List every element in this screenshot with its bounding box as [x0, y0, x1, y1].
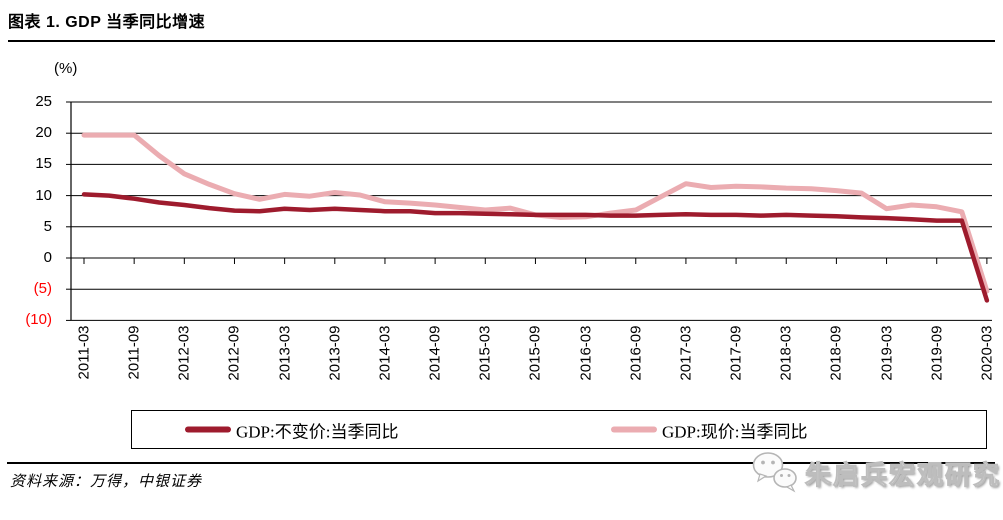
x-axis-tick-label: 2014-03 — [376, 325, 394, 381]
legend-label-nominal-gdp: GDP:现价:当季同比 — [662, 422, 808, 441]
x-axis-tick-label: 2018-09 — [827, 325, 845, 381]
x-axis-tick-label: 2013-03 — [276, 325, 294, 381]
watermark: 朱启兵宏观研究 — [751, 450, 1001, 496]
y-axis-tick-label: 5 — [43, 217, 52, 235]
y-axis-tick-label: 20 — [35, 124, 52, 142]
wechat-icon — [752, 452, 797, 493]
x-axis-tick-label: 2011-03 — [75, 325, 93, 380]
x-axis-tick-label: 2016-03 — [577, 325, 595, 381]
legend-entry-nominal-gdp: GDP:现价:当季同比 — [611, 417, 807, 442]
x-axis-tick-label: 2011-09 — [125, 325, 143, 380]
figure-title: 图表 1. GDP 当季同比增速 — [8, 14, 206, 31]
y-axis-tick-label: (5) — [33, 280, 52, 298]
x-axis-tick-label: 2020-03 — [978, 325, 996, 381]
x-axis-tick-label: 2012-09 — [225, 325, 243, 381]
footer-divider — [7, 462, 995, 464]
x-axis-tick-label: 2018-03 — [777, 325, 795, 381]
title-divider — [8, 40, 995, 42]
y-axis-tick-label: 25 — [35, 93, 52, 110]
x-axis-tick-label: 2019-09 — [928, 325, 946, 381]
y-axis-tick-label: (10) — [25, 311, 52, 329]
legend: GDP:不变价:当季同比 GDP:现价:当季同比 — [131, 410, 987, 449]
legend-swatch-real-gdp — [185, 426, 231, 433]
y-axis-tick-label: 15 — [35, 155, 52, 173]
y-axis-tick-label: 10 — [35, 186, 52, 204]
legend-entry-real-gdp: GDP:不变价:当季同比 — [185, 417, 398, 442]
legend-swatch-nominal-gdp — [611, 426, 657, 433]
real-gdp-line — [81, 192, 990, 303]
x-axis-tick-label: 2015-09 — [526, 325, 544, 381]
x-axis-tick-label: 2012-03 — [175, 325, 193, 381]
x-axis-tick-label: 2017-09 — [727, 325, 745, 381]
x-axis-tick-label: 2016-09 — [627, 325, 645, 381]
watermark-text: 朱启兵宏观研究 — [804, 459, 1001, 490]
x-axis-tick-label: 2019-03 — [878, 325, 896, 381]
x-axis-tick-label: 2015-03 — [476, 325, 494, 381]
legend-label-real-gdp: GDP:不变价:当季同比 — [236, 422, 399, 441]
x-axis-tick-label: 2013-09 — [326, 325, 344, 381]
x-axis-tick-label: 2017-03 — [677, 325, 695, 381]
y-axis-tick-label: 0 — [43, 249, 52, 266]
y-axis-unit-label: (%) — [54, 60, 78, 77]
x-axis-tick-label: 2014-09 — [426, 325, 444, 381]
source-note: 资料来源：万得，中银证券 — [10, 474, 203, 490]
